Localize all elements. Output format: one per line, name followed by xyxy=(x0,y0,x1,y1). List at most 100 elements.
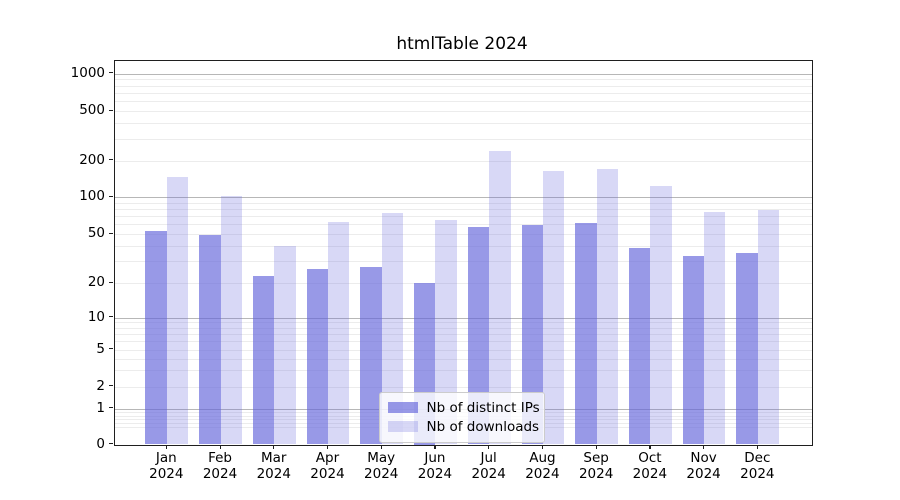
legend: Nb of distinct IPs Nb of downloads xyxy=(378,392,545,443)
y-tick-label: 0 xyxy=(96,435,105,452)
legend-swatch-downloads xyxy=(387,421,418,432)
gridline xyxy=(114,358,812,360)
y-tick-mark xyxy=(109,385,113,387)
x-tick-label-jun: Jun 2024 xyxy=(417,450,453,482)
bar-downloads-dec xyxy=(757,209,780,445)
legend-item-downloads: Nb of downloads xyxy=(387,417,539,436)
gridline xyxy=(114,341,812,343)
y-tick-label: 50 xyxy=(87,225,105,242)
gridline xyxy=(114,327,812,329)
gridline xyxy=(114,73,812,75)
chart-title: htmlTable 2024 xyxy=(396,34,528,54)
x-tick-mark xyxy=(541,445,544,449)
bar-downloads-may xyxy=(381,213,404,445)
gridline xyxy=(114,234,812,236)
gridline xyxy=(114,224,812,226)
gridline xyxy=(114,349,812,351)
gridline xyxy=(114,322,812,324)
gridline xyxy=(114,85,812,87)
y-tick-mark xyxy=(109,195,113,197)
bar-downloads-oct xyxy=(650,185,672,445)
x-tick-mark xyxy=(703,445,705,449)
x-tick-label-sep: Sep 2024 xyxy=(578,450,614,482)
gridline xyxy=(114,209,812,210)
bar-downloads-jan xyxy=(166,177,189,445)
gridline xyxy=(114,160,812,162)
y-tick-mark xyxy=(109,407,113,409)
y-tick-mark xyxy=(109,232,113,234)
bar-downloads-mar xyxy=(274,246,296,445)
x-tick-label-mar: Mar 2024 xyxy=(256,450,291,482)
bar-distinct-ips-may xyxy=(360,267,382,445)
y-tick-label: 5 xyxy=(96,340,105,357)
gridline xyxy=(114,123,812,125)
plot-area: Nb of distinct IPs Nb of downloads xyxy=(113,60,813,446)
x-tick-label-feb: Feb 2024 xyxy=(202,450,238,482)
y-tick-label: 1 xyxy=(96,399,105,416)
y-tick-mark xyxy=(109,281,113,283)
bar-distinct-ips-feb xyxy=(199,235,221,445)
x-tick-mark xyxy=(219,445,221,449)
y-tick-mark xyxy=(109,72,113,74)
bar-distinct-ips-apr xyxy=(306,269,328,445)
x-tick-mark xyxy=(649,445,651,449)
bar-distinct-ips-jan xyxy=(145,231,167,445)
gridline xyxy=(114,197,812,198)
bar-distinct-ips-aug xyxy=(521,225,543,445)
legend-swatch-distinct-ips xyxy=(387,402,418,413)
y-tick-mark xyxy=(109,316,113,318)
gridline xyxy=(114,111,812,112)
bar-distinct-ips-dec xyxy=(736,253,758,445)
x-tick-mark xyxy=(488,445,490,449)
x-tick-label-nov: Nov 2024 xyxy=(686,450,721,482)
gridline xyxy=(114,138,812,140)
y-tick-label: 10 xyxy=(87,308,105,325)
bar-downloads-aug xyxy=(542,170,565,445)
gridline xyxy=(114,92,812,94)
x-tick-label-jul: Jul 2024 xyxy=(471,450,506,482)
y-tick-mark xyxy=(109,159,113,161)
gridline xyxy=(114,333,812,335)
bar-distinct-ips-mar xyxy=(252,275,275,445)
gridline xyxy=(114,216,812,218)
gridline xyxy=(114,317,812,319)
y-tick-mark xyxy=(109,443,113,445)
x-tick-mark xyxy=(273,445,275,449)
bar-downloads-jul xyxy=(489,150,511,445)
y-tick-label: 200 xyxy=(79,151,105,168)
x-tick-label-oct: Oct 2024 xyxy=(632,450,668,482)
bar-distinct-ips-jul xyxy=(467,227,490,445)
x-tick-label-apr: Apr 2024 xyxy=(310,450,345,482)
gridline xyxy=(114,101,812,103)
y-tick-label: 1000 xyxy=(70,64,105,81)
x-tick-label-may: May 2024 xyxy=(364,450,399,482)
y-tick-label: 2 xyxy=(96,377,105,394)
y-tick-label: 20 xyxy=(87,274,105,290)
bar-distinct-ips-sep xyxy=(575,222,597,445)
x-tick-mark xyxy=(434,445,436,449)
bar-downloads-apr xyxy=(327,221,350,445)
y-tick-mark xyxy=(109,348,113,350)
x-tick-mark xyxy=(326,445,329,449)
gridline xyxy=(114,261,812,263)
bar-distinct-ips-nov xyxy=(682,256,705,445)
bar-downloads-nov xyxy=(704,212,726,445)
gridline xyxy=(114,79,812,81)
x-tick-mark xyxy=(165,445,167,449)
legend-label-distinct-ips: Nb of distinct IPs xyxy=(426,399,540,416)
x-tick-label-jan: Jan 2024 xyxy=(149,450,184,482)
x-tick-mark xyxy=(756,445,759,449)
gridline xyxy=(114,202,812,204)
bar-downloads-feb xyxy=(220,195,242,445)
legend-label-downloads: Nb of downloads xyxy=(426,418,540,435)
gridline xyxy=(114,386,812,388)
x-tick-label-aug: Aug 2024 xyxy=(525,450,560,482)
legend-item-distinct-ips: Nb of distinct IPs xyxy=(387,398,540,417)
x-tick-mark xyxy=(595,445,597,449)
bar-distinct-ips-oct xyxy=(628,247,651,445)
gridline xyxy=(114,283,812,284)
y-tick-mark xyxy=(109,109,113,111)
gridline xyxy=(114,246,812,248)
x-tick-mark xyxy=(380,445,382,449)
